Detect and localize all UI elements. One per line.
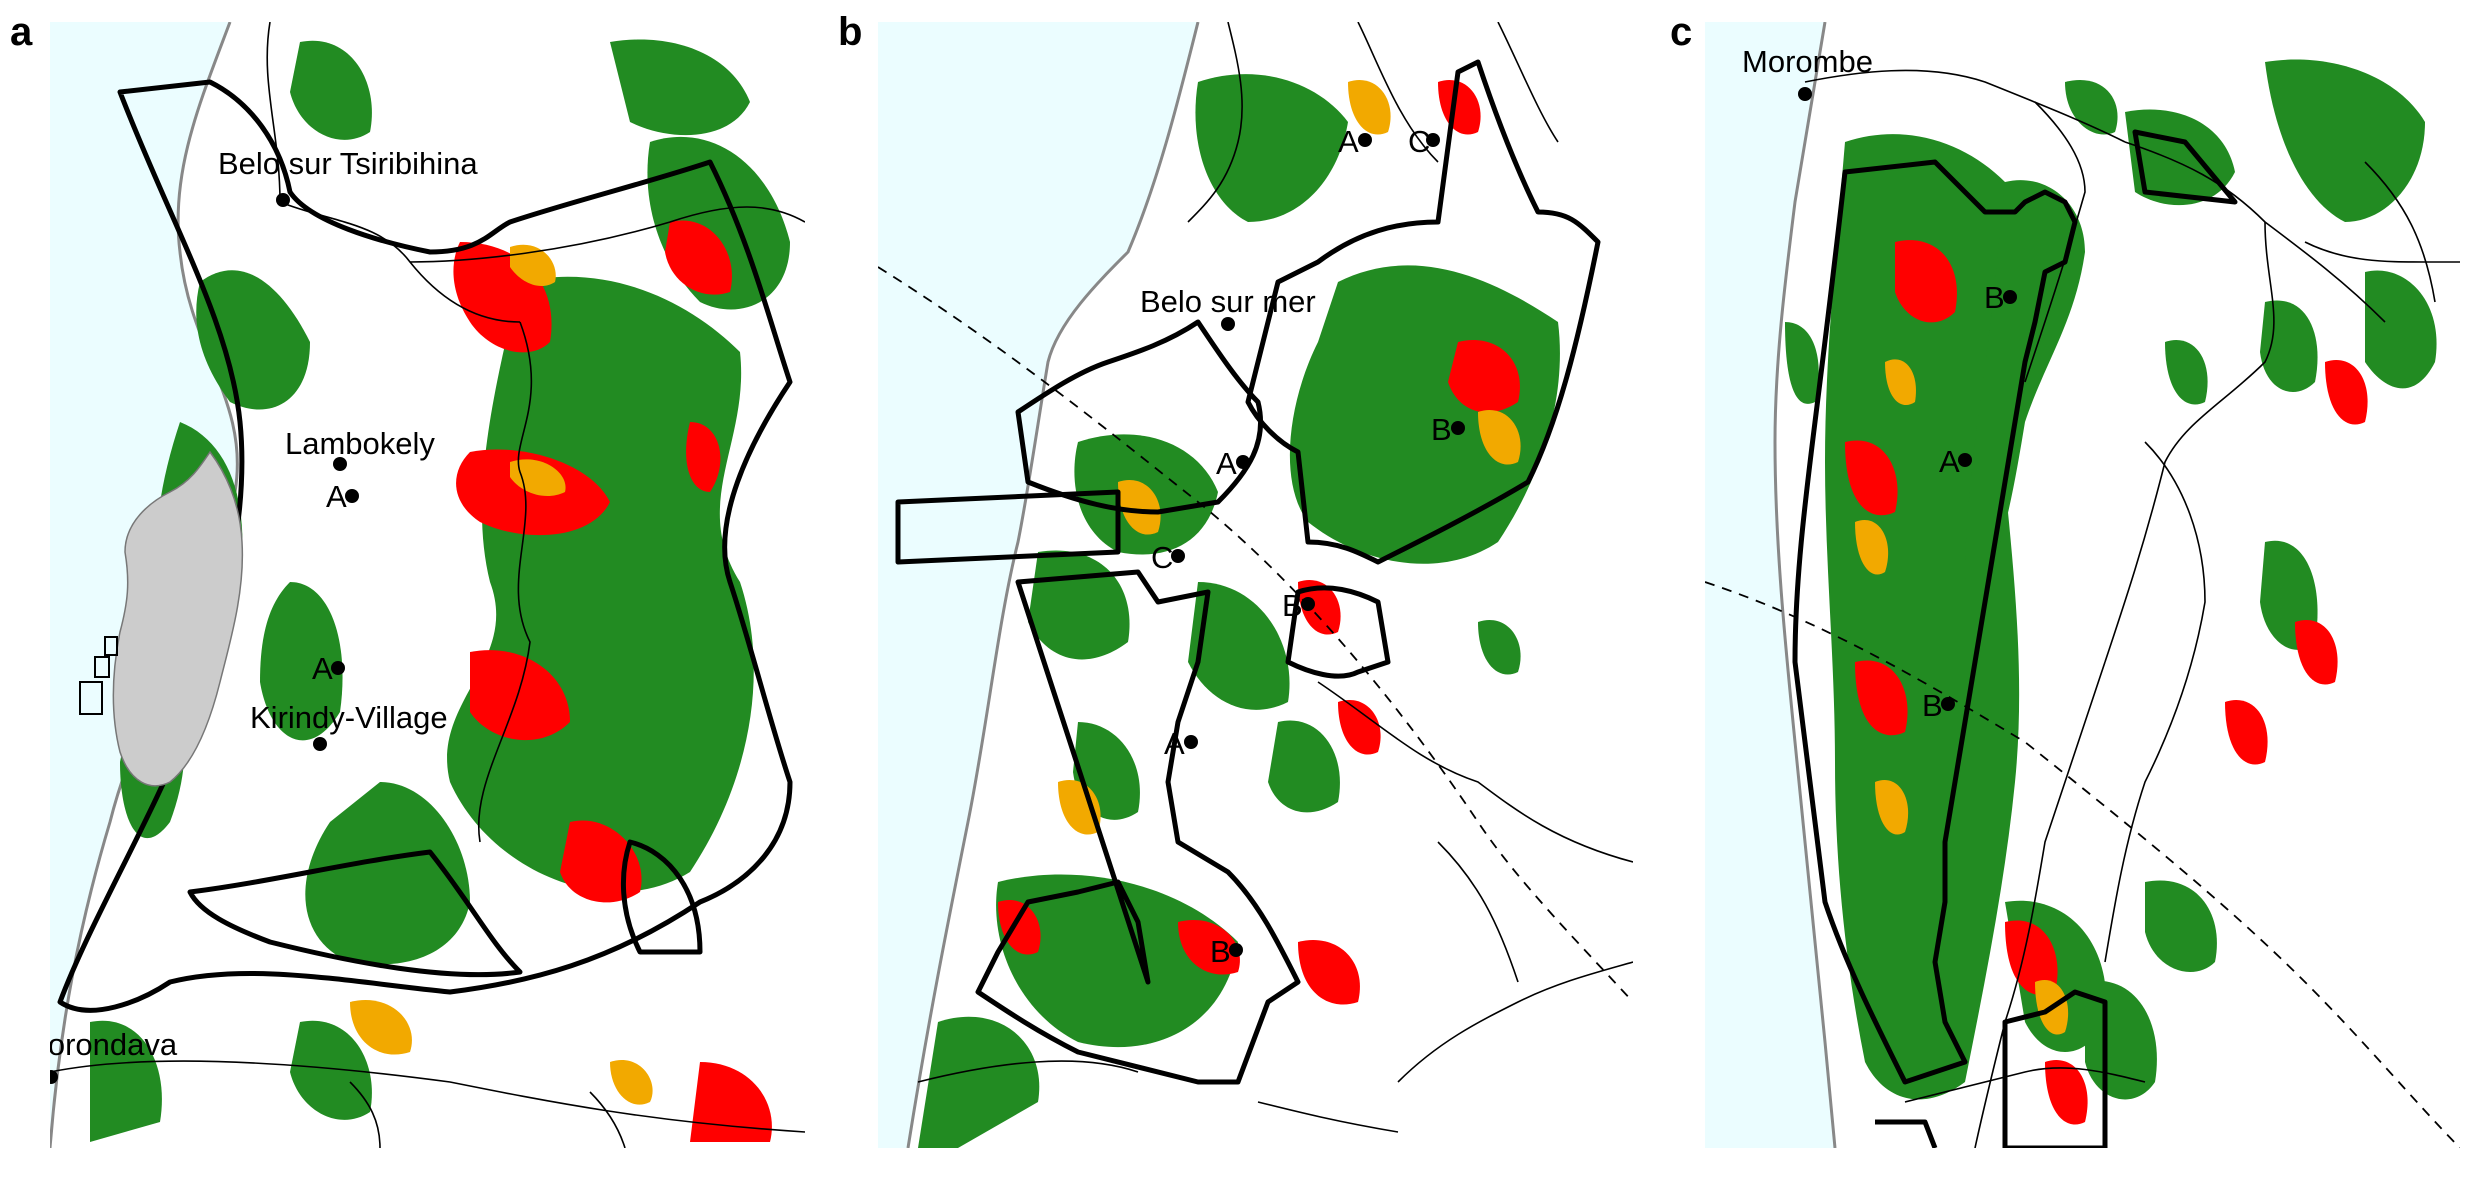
town-label-lambokely: Lambokely [285, 426, 435, 461]
town-label-morombe: Morombe [1742, 44, 1873, 79]
forest-loss-red [998, 80, 1520, 1005]
site-dot[interactable] [1301, 597, 1315, 611]
site-dot[interactable] [1451, 421, 1465, 435]
site-label: C [1408, 124, 1430, 159]
site-dot[interactable] [1229, 943, 1243, 957]
map-c-svg: Morombe B A B [1705, 22, 2460, 1148]
site-label: A [1338, 124, 1359, 159]
town-label-kirindy-village: Kirindy-Village [250, 700, 448, 735]
panel-label-a: a [10, 10, 33, 54]
site-label: B [1210, 934, 1231, 969]
dashed-divider [878, 266, 1633, 1003]
map-panel-b[interactable]: Belo sur mer A C B A C B A B [878, 22, 1633, 1148]
town-label-belo-sur-mer: Belo sur mer [1140, 284, 1316, 319]
site-markers: A A [312, 479, 359, 686]
site-label: A [1939, 444, 1960, 479]
forest-loss-orange [1058, 80, 1521, 835]
site-label: A [326, 479, 347, 514]
site-label: B [1431, 412, 1452, 447]
site-dot[interactable] [1958, 453, 1972, 467]
study-area-box [79, 681, 103, 715]
town-label-morondava: Morondava [50, 1027, 178, 1062]
site-dot[interactable] [1171, 549, 1185, 563]
site-dot-a1[interactable] [345, 489, 359, 503]
site-label: B [1282, 588, 1303, 623]
dashed-divider [1705, 581, 2460, 1148]
coastline [1773, 22, 1837, 1148]
forest-cover [1785, 59, 2437, 1100]
town-label-belo-sur-tsiribihina: Belo sur Tsiribihina [218, 146, 478, 181]
forest-cover [918, 74, 1560, 1148]
town-markers: Belo sur Tsiribihina Lambokely Kirindy-V… [50, 146, 478, 1084]
town-dot-morombe[interactable] [1798, 87, 1812, 101]
madagascar-inset [79, 450, 244, 787]
map-a-svg: Belo sur Tsiribihina Lambokely Kirindy-V… [50, 22, 805, 1148]
forest-loss-orange [1855, 359, 2069, 1035]
site-dot-a2[interactable] [331, 661, 345, 675]
town-dot-morondava[interactable] [50, 1070, 58, 1084]
madagascar-island [112, 450, 244, 787]
study-area-box [104, 636, 118, 656]
town-markers: Belo sur mer [1140, 284, 1316, 331]
site-label: A [1216, 446, 1237, 481]
site-markers: B A B [1922, 280, 2017, 723]
road-network [917, 22, 1633, 1133]
town-dot-lambokely[interactable] [333, 457, 347, 471]
site-dot[interactable] [2003, 290, 2017, 304]
site-dot[interactable] [1236, 455, 1250, 469]
site-dot[interactable] [1941, 697, 1955, 711]
site-label: A [312, 651, 333, 686]
coastline [906, 22, 1200, 1148]
map-b-svg: Belo sur mer A C B A C B A B [878, 22, 1633, 1148]
road-network [1804, 69, 2460, 1148]
site-label: A [1164, 726, 1185, 761]
site-label: B [1922, 688, 1943, 723]
forest-loss-red [453, 220, 772, 1142]
town-dot-belo-sur-mer[interactable] [1221, 317, 1235, 331]
site-dot[interactable] [1358, 133, 1372, 147]
panel-label-c: c [1670, 10, 1693, 54]
town-dot-belo-sur-tsiribihina[interactable] [276, 193, 290, 207]
map-panel-a[interactable]: Belo sur Tsiribihina Lambokely Kirindy-V… [50, 22, 805, 1148]
town-markers: Morombe [1742, 44, 1873, 101]
town-dot-kirindy-village[interactable] [313, 737, 327, 751]
sea-area [1705, 22, 1835, 1148]
study-area-box [94, 656, 110, 678]
site-label: B [1984, 280, 2005, 315]
site-markers: A C B A C B A B [1151, 124, 1465, 969]
panel-label-b: b [838, 10, 863, 54]
map-panel-c[interactable]: Morombe B A B [1705, 22, 2460, 1148]
site-dot[interactable] [1426, 133, 1440, 147]
protected-area-boundaries [1792, 129, 2238, 1148]
protected-area-boundaries [895, 59, 1601, 1085]
site-dot[interactable] [1184, 735, 1198, 749]
site-label: C [1151, 540, 1173, 575]
